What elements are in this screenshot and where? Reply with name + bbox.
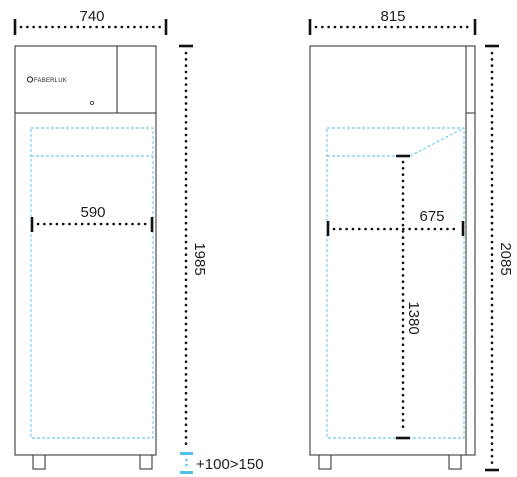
- front-indicator-light: [90, 101, 95, 106]
- clearance-marker-top: [180, 452, 193, 455]
- dimension-inner-height: 1380: [396, 154, 422, 440]
- side-inner-outline: [326, 127, 465, 439]
- dimension-front-width: 740: [13, 8, 168, 35]
- dim-815-label: 815: [380, 8, 405, 25]
- side-cabinet-body: [309, 45, 476, 456]
- clearance-indicator: +100>150: [180, 452, 264, 474]
- front-foot-left: [32, 454, 46, 470]
- dim-675-label: 675: [419, 208, 444, 225]
- front-cabinet-body: [14, 45, 157, 456]
- side-view: [309, 45, 476, 470]
- dimension-side-height: 2085: [485, 44, 514, 472]
- brand-logo-mark: [26, 76, 34, 83]
- dimension-front-height: 1985: [179, 44, 208, 450]
- side-foot-left: [318, 454, 332, 470]
- dimension-inner-width: 590: [30, 204, 154, 232]
- dimension-inner-depth: 675: [326, 208, 465, 236]
- dim-740-label: 740: [79, 8, 104, 25]
- front-control-box: [116, 45, 157, 114]
- clearance-label: +100>150: [196, 456, 264, 473]
- dim-590-label: 590: [80, 204, 105, 221]
- brand-logo: FABERLUK: [26, 76, 67, 84]
- brand-logo-text: FABERLUK: [34, 78, 67, 84]
- dim-1380-label: 1380: [405, 301, 422, 334]
- front-foot-right: [139, 454, 153, 470]
- clearance-dot-2: [185, 463, 188, 467]
- clearance-dot-1: [185, 458, 188, 462]
- dimension-side-depth: 815: [308, 8, 477, 35]
- front-view: FABERLUK: [14, 45, 157, 470]
- clearance-marker-bottom: [180, 471, 193, 474]
- front-inner-outline: [30, 127, 154, 439]
- side-evaporator-slope: [409, 127, 465, 157]
- dim-1985-label: 1985: [191, 242, 208, 275]
- side-foot-right: [448, 454, 462, 470]
- dim-2085-label: 2085: [497, 242, 514, 275]
